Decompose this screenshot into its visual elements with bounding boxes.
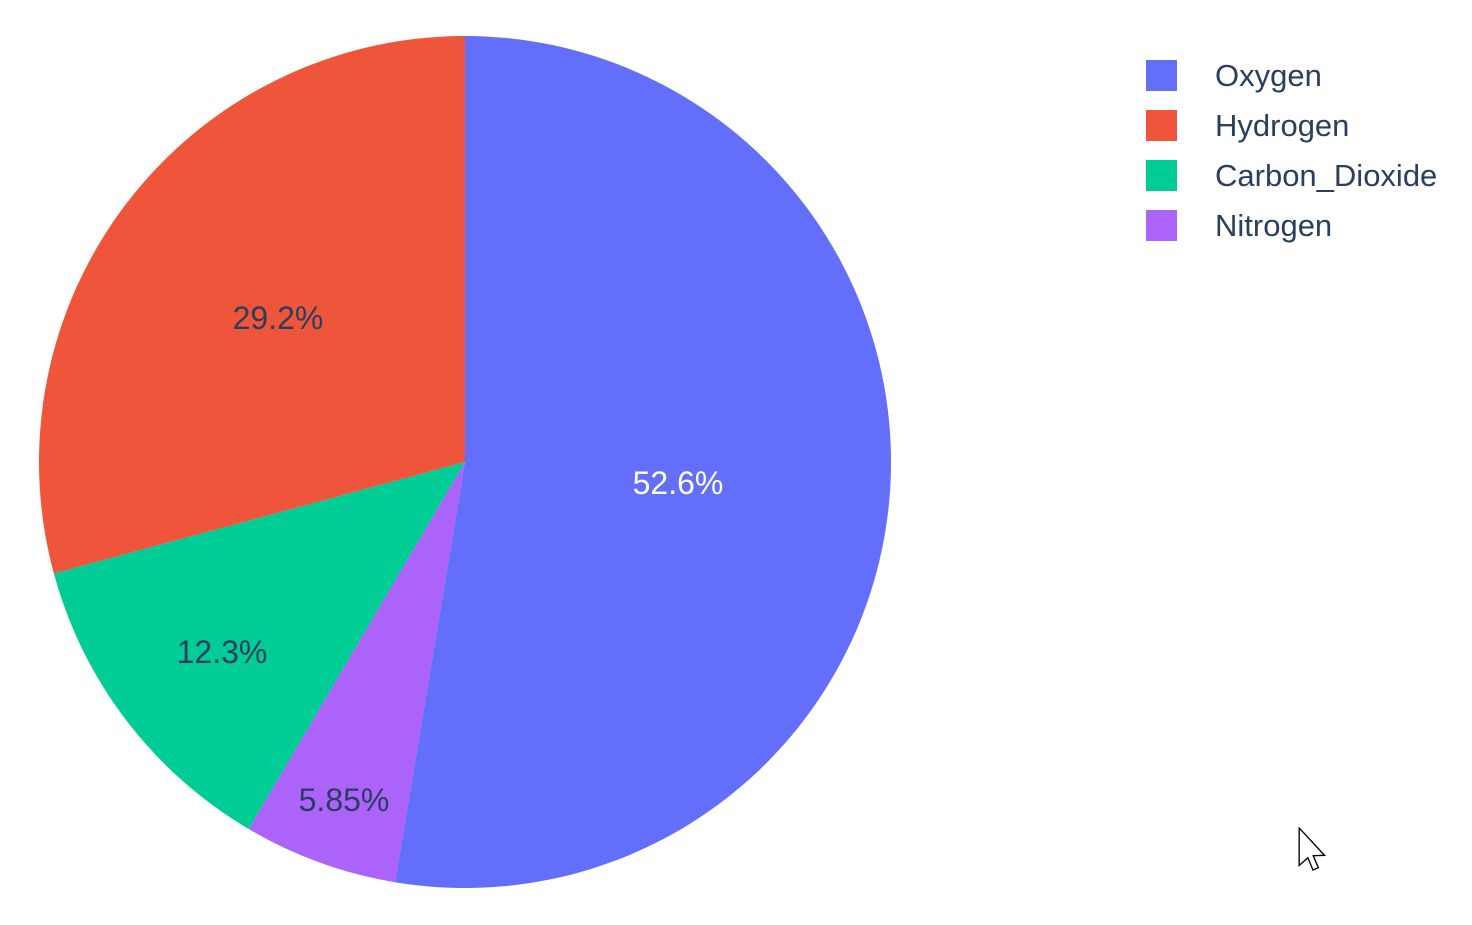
pie-slice-oxygen[interactable]: [395, 35, 892, 888]
pie-slice-nitrogen[interactable]: [248, 462, 465, 883]
legend-item-carbon_dioxide[interactable]: Carbon_Dioxide: [1146, 160, 1437, 191]
legend-swatch-icon: [1146, 160, 1177, 191]
pie-slice-hydrogen[interactable]: [38, 36, 466, 574]
legend-swatch-icon: [1146, 210, 1177, 241]
pie-slice-label-oxygen: 52.6%: [633, 465, 724, 501]
legend-swatch-icon: [1146, 110, 1177, 141]
legend-item-nitrogen[interactable]: Nitrogen: [1146, 210, 1437, 241]
pie-slice-label-hydrogen: 29.2%: [233, 300, 324, 336]
legend-label: Carbon_Dioxide: [1215, 158, 1438, 193]
legend-swatch-icon: [1146, 60, 1177, 91]
legend-label: Oxygen: [1215, 58, 1322, 93]
pie-slice-label-carbon_dioxide: 12.3%: [177, 634, 268, 670]
legend-item-oxygen[interactable]: Oxygen: [1146, 60, 1437, 91]
pie-slice-carbon_dioxide[interactable]: [53, 462, 465, 829]
pie-slice-label-nitrogen: 5.85%: [299, 782, 390, 818]
legend: Oxygen Hydrogen Carbon_Dioxide Nitrogen: [1146, 60, 1437, 260]
legend-label: Hydrogen: [1215, 108, 1350, 143]
legend-label: Nitrogen: [1215, 208, 1333, 243]
legend-item-hydrogen[interactable]: Hydrogen: [1146, 110, 1437, 141]
